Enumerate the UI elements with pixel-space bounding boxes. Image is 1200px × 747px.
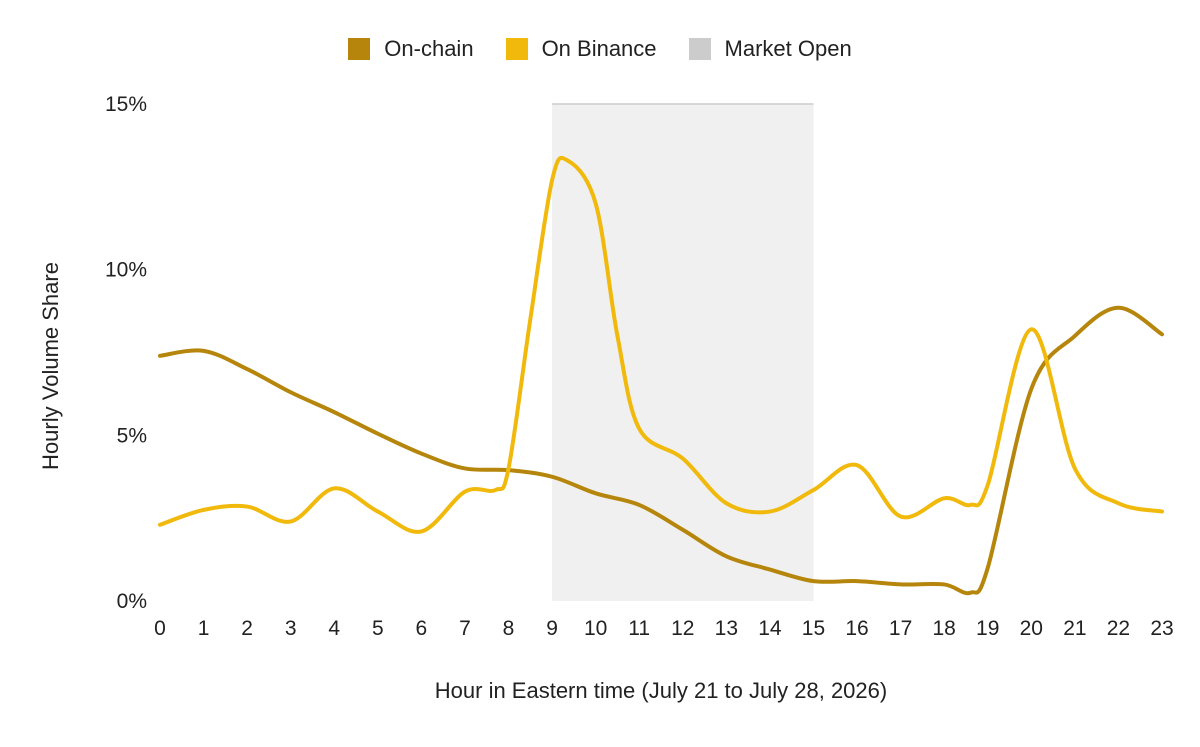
x-tick-label: 1	[198, 617, 210, 640]
legend-item-on-chain: On-chain	[348, 36, 474, 62]
x-axis-title: Hour in Eastern time (July 21 to July 28…	[435, 678, 887, 703]
legend: On-chain On Binance Market Open	[0, 36, 1200, 62]
series-line-on-binance	[158, 155, 1164, 534]
x-tick-label: 3	[285, 617, 297, 640]
legend-item-market-open: Market Open	[688, 36, 852, 62]
x-tick-label: 12	[671, 617, 694, 640]
legend-label-on-chain: On-chain	[384, 36, 474, 61]
x-tick-label: 21	[1063, 617, 1086, 640]
x-tick-label: 8	[503, 617, 515, 640]
x-tick-label: 11	[628, 617, 650, 640]
y-tick-label: 5%	[117, 424, 147, 447]
x-tick-label: 0	[154, 617, 166, 640]
x-tick-label: 19	[976, 617, 999, 640]
series-line-on-chain	[158, 305, 1164, 596]
x-tick-label: 7	[459, 617, 471, 640]
y-tick-label: 15%	[105, 93, 147, 116]
x-tick-label: 5	[372, 617, 384, 640]
x-tick-label: 2	[241, 617, 253, 640]
x-tick-label: 15	[802, 617, 825, 640]
x-tick-label: 18	[932, 617, 955, 640]
legend-swatch-on-chain	[348, 38, 371, 60]
x-tick-label: 23	[1150, 617, 1173, 640]
x-tick-label: 16	[845, 617, 868, 640]
y-axis-title: Hourly Volume Share	[38, 262, 63, 470]
legend-item-on-binance: On Binance	[505, 36, 657, 62]
y-tick-label: 10%	[105, 259, 147, 282]
x-tick-label: 17	[889, 617, 912, 640]
legend-swatch-market-open	[688, 38, 711, 60]
x-tick-label: 10	[584, 617, 607, 640]
x-tick-label: 22	[1107, 617, 1130, 640]
market-open-band	[552, 104, 814, 601]
x-tick-label: 20	[1020, 617, 1043, 640]
legend-swatch-on-binance	[505, 38, 528, 60]
x-tick-label: 4	[328, 617, 340, 640]
y-tick-label: 0%	[117, 590, 147, 613]
legend-label-on-binance: On Binance	[541, 36, 657, 61]
x-tick-label: 14	[758, 617, 782, 640]
x-tick-label: 13	[715, 617, 738, 640]
legend-label-market-open: Market Open	[724, 36, 852, 61]
x-tick-label: 9	[546, 617, 558, 640]
x-tick-label: 6	[416, 617, 428, 640]
